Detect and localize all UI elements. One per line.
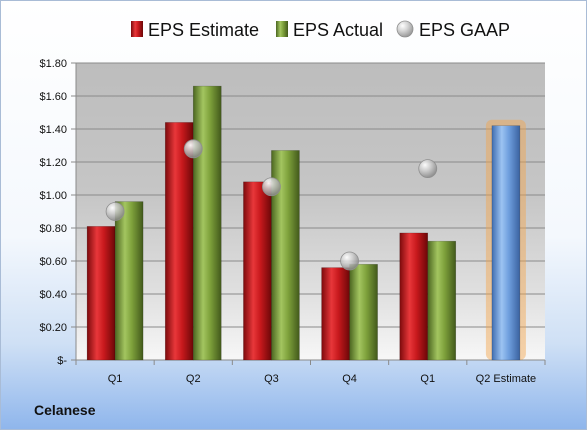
y-tick-label: $0.20: [39, 322, 67, 334]
bar-eps-actual: [192, 85, 222, 361]
legend: EPS Estimate EPS Actual EPS GAAP: [131, 20, 510, 40]
point-eps-gaap: [105, 202, 125, 221]
y-tick-label: $1.00: [39, 190, 67, 202]
bar-eps-actual: [427, 240, 457, 361]
company-name: Celanese: [34, 402, 96, 418]
legend-swatch-actual: [276, 21, 288, 37]
legend-swatch-estimate: [131, 21, 143, 37]
point-eps-gaap: [183, 139, 203, 159]
bar-eps-estimate: [321, 267, 350, 361]
bars: [86, 85, 526, 361]
bar-eps-estimate: [164, 122, 194, 361]
x-tick-label: Q2 Estimate: [476, 373, 537, 385]
bar-eps-actual: [349, 263, 378, 361]
bar-eps-estimate: [86, 226, 116, 361]
bar-eps-estimate: [399, 232, 429, 361]
x-axis: Q1 Q2 Q3 Q4 Q1 Q2 Estimate: [75, 359, 546, 385]
bar-eps-estimate: [243, 181, 272, 361]
point-eps-gaap: [340, 251, 359, 271]
x-tick-label: Q3: [264, 373, 279, 385]
point-eps-gaap: [262, 177, 281, 197]
legend-label-actual: EPS Actual: [293, 20, 383, 40]
x-tick-label: Q4: [342, 373, 357, 385]
bar-eps-actual: [114, 201, 144, 361]
y-tick-label: $1.60: [39, 91, 67, 103]
y-tick-label: $1.40: [39, 124, 67, 136]
x-tick-label: Q1: [108, 373, 123, 385]
y-tick-label: $0.40: [39, 289, 67, 301]
legend-item-eps-estimate: EPS Estimate: [131, 20, 259, 40]
y-tick-label: $1.80: [39, 58, 67, 70]
y-tick-label: $0.60: [39, 256, 67, 268]
y-axis: $1.80 $1.60 $1.40 $1.20 $1.00 $0.80 $0.60 $0.40…: [39, 58, 77, 367]
legend-label-gaap: EPS GAAP: [419, 20, 510, 40]
gaap-points: [105, 139, 438, 271]
plot-area: [76, 63, 545, 360]
bar-eps-forecast: [491, 125, 521, 361]
y-tick-label: $1.20: [39, 157, 67, 169]
x-tick-label: Q2: [186, 373, 201, 385]
legend-swatch-gaap: [396, 20, 414, 38]
y-tick-label: $0.80: [39, 223, 67, 235]
x-tick-label: Q1: [420, 373, 435, 385]
legend-label-estimate: EPS Estimate: [148, 20, 259, 40]
y-tick-label: $-: [57, 355, 67, 367]
point-eps-gaap: [418, 159, 438, 179]
legend-item-eps-gaap: EPS GAAP: [396, 20, 510, 40]
legend-item-eps-actual: EPS Actual: [276, 20, 383, 40]
